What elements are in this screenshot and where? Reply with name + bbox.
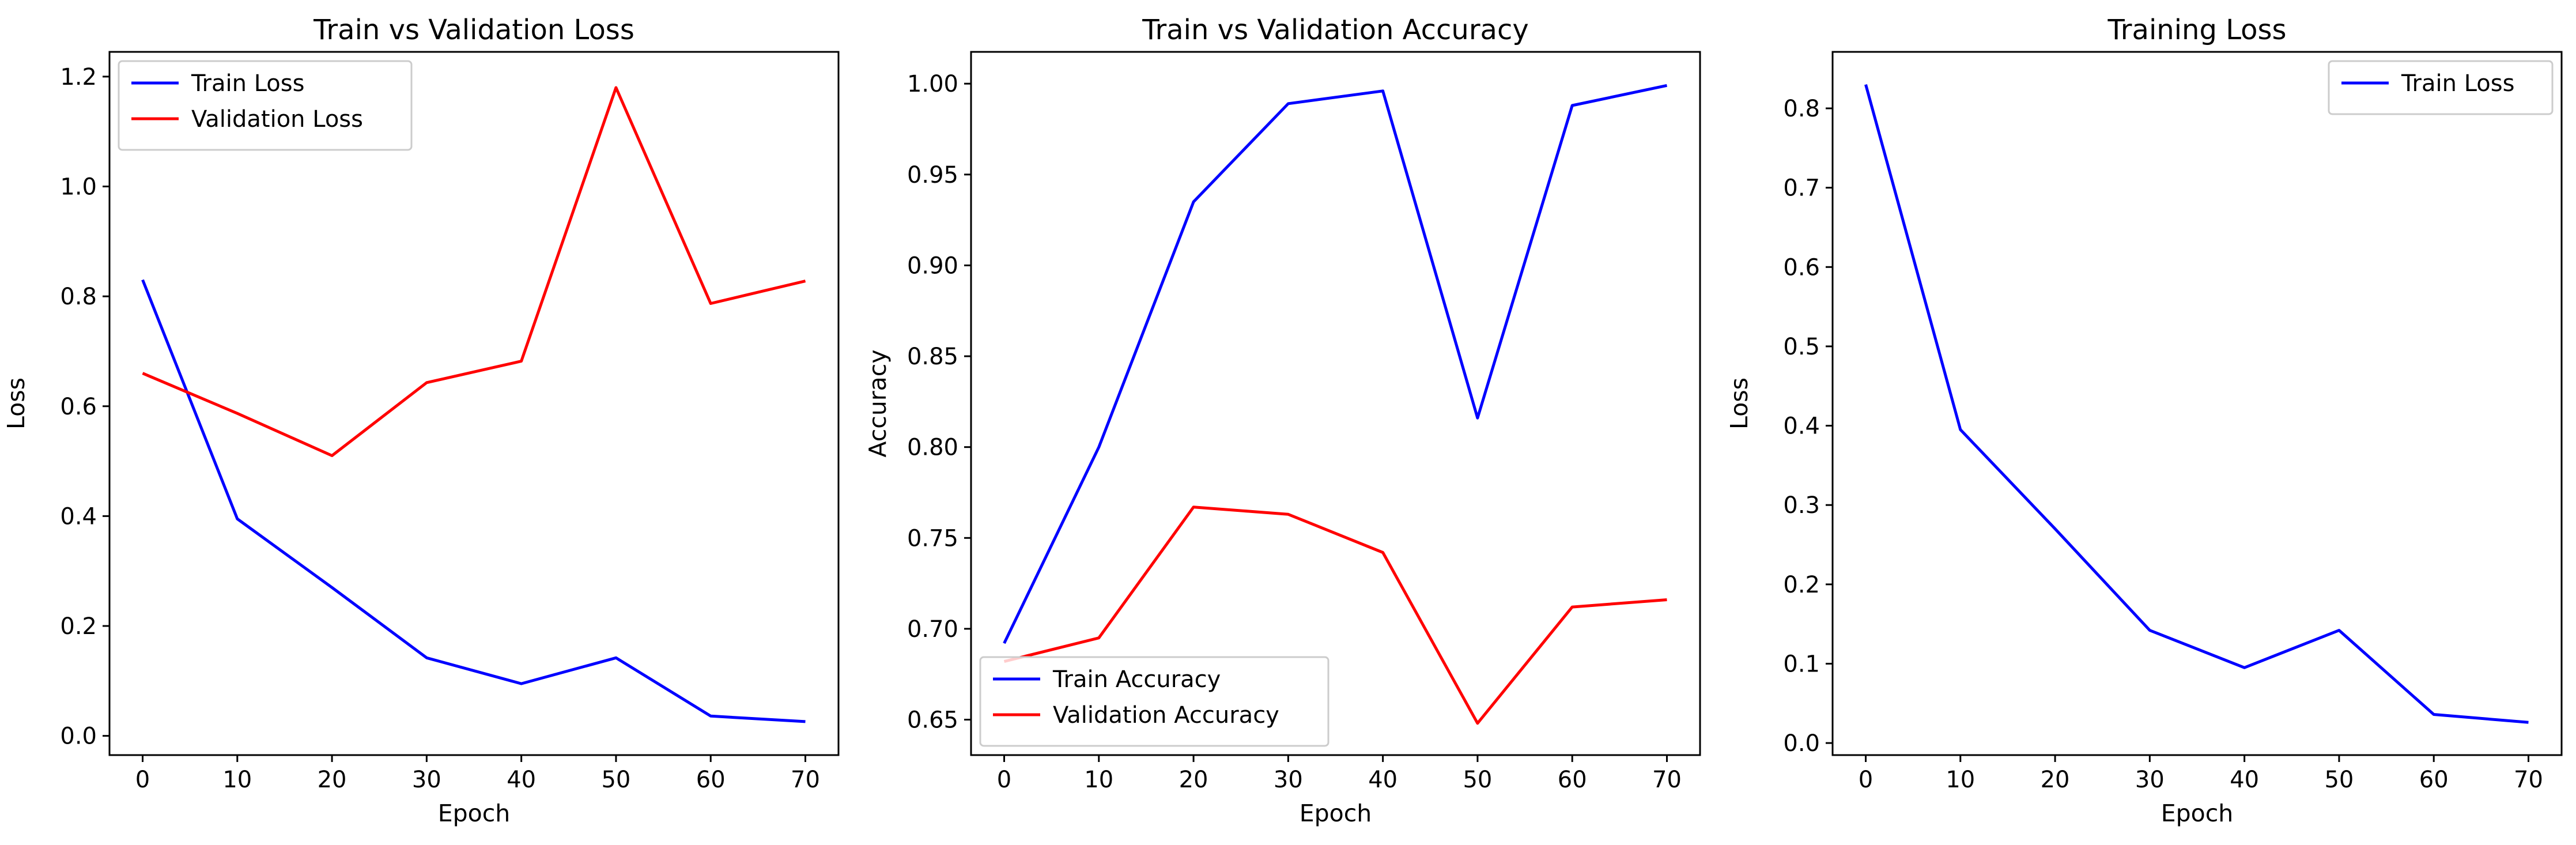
y-tick-label: 0.95 [907,162,958,188]
y-tick-label: 1.00 [907,71,958,97]
x-tick-label: 30 [2135,767,2165,793]
x-tick-label: 0 [135,767,150,793]
y-tick-label: 0.85 [907,344,958,370]
series-line-1 [1003,84,1668,644]
y-tick-label: 0.70 [907,616,958,643]
series-line-1 [141,279,806,723]
x-tick-label: 60 [2419,767,2449,793]
y-tick-label: 0.2 [1783,572,1820,598]
y-axis-label: Accuracy [864,349,892,457]
y-tick-label: 1.2 [60,64,97,90]
x-axis-label: Epoch [438,799,511,827]
x-tick-label: 10 [1084,767,1113,793]
y-tick-label: 0.3 [1783,492,1820,519]
legend-box [118,60,413,151]
y-tick-label: 0.6 [60,394,97,420]
legend: Train Accuracy Validation Accuracy [979,656,1329,747]
y-tick-label: 0.5 [1783,334,1820,360]
y-tick-label: 0.4 [1783,413,1820,440]
legend-entry: Validation Loss [191,106,363,133]
legend: Train Loss Validation Loss [118,60,413,151]
x-tick-label: 50 [1463,767,1492,793]
y-tick-label: 0.90 [907,252,958,279]
y-tick-label: 0.7 [1783,175,1820,202]
chart-title: Training Loss [2107,14,2287,46]
x-tick-label: 0 [997,767,1011,793]
x-tick-label: 30 [1274,767,1303,793]
x-axis-label: Epoch [1300,799,1372,827]
x-tick-label: 60 [1558,767,1587,793]
x-tick-label: 40 [2230,767,2259,793]
y-tick-label: 0.75 [907,525,958,552]
x-tick-label: 70 [2514,767,2543,793]
legend-entry: Train Loss [2401,70,2514,97]
x-tick-label: 40 [1368,767,1397,793]
legend-box [979,656,1329,747]
chart-panel-2: 0 10 20 30 40 50 60 70 0.65 0.70 0.75 0.80 0.85 0.90 0… [864,14,1701,827]
series-line-1 [1864,84,2529,724]
legend: Train Loss [2328,60,2554,115]
x-tick-label: 70 [791,767,820,793]
y-tick-label: 0.80 [907,435,958,461]
plot-frame [970,51,1701,756]
x-tick-label: 20 [318,767,347,793]
y-tick-label: 0.6 [1783,254,1820,281]
y-tick-label: 0.8 [60,284,97,310]
x-tick-label: 70 [1652,767,1682,793]
legend-box [2328,60,2554,115]
x-tick-label: 10 [222,767,252,793]
y-tick-label: 0.8 [1783,96,1820,122]
x-tick-label: 20 [2041,767,2070,793]
x-tick-label: 40 [507,767,536,793]
y-axis-label: Loss [1725,378,1753,429]
y-tick-label: 0.0 [1783,730,1820,757]
x-tick-label: 50 [601,767,630,793]
y-tick-label: 0.0 [60,723,97,750]
x-tick-label: 60 [696,767,726,793]
x-tick-label: 50 [2324,767,2354,793]
x-axis-label: Epoch [2161,799,2234,827]
legend-entry: Train Loss [191,70,304,97]
chart-title: Train vs Validation Loss [313,14,634,46]
y-tick-label: 0.2 [60,613,97,640]
x-tick-label: 10 [1946,767,1975,793]
chart-panel-1: 0 10 20 30 40 50 60 70 0.0 0.2 0.4 0.6 0.8 1.0 1.2 Trai… [2,14,840,827]
y-tick-label: 0.4 [60,503,97,530]
series-line-2 [1003,506,1667,725]
series-line-2 [142,86,806,457]
y-axis-label: Loss [2,378,30,429]
plot-frame [1831,51,2563,756]
chart-title: Train vs Validation Accuracy [1142,14,1529,46]
plot-frame [108,51,840,756]
y-tick-label: 0.65 [907,707,958,734]
y-tick-label: 0.1 [1783,651,1820,677]
x-tick-label: 30 [412,767,441,793]
y-tick-label: 1.0 [60,174,97,201]
legend-entry: Validation Accuracy [1053,702,1279,729]
x-tick-label: 20 [1179,767,1208,793]
legend-entry: Train Accuracy [1052,666,1221,693]
chart-panel-3: 0 10 20 30 40 50 60 70 0.0 0.1 0.2 0.3 0.4 0.5 0.6 0.7 0… [1725,14,2563,827]
x-tick-label: 0 [1859,767,1873,793]
